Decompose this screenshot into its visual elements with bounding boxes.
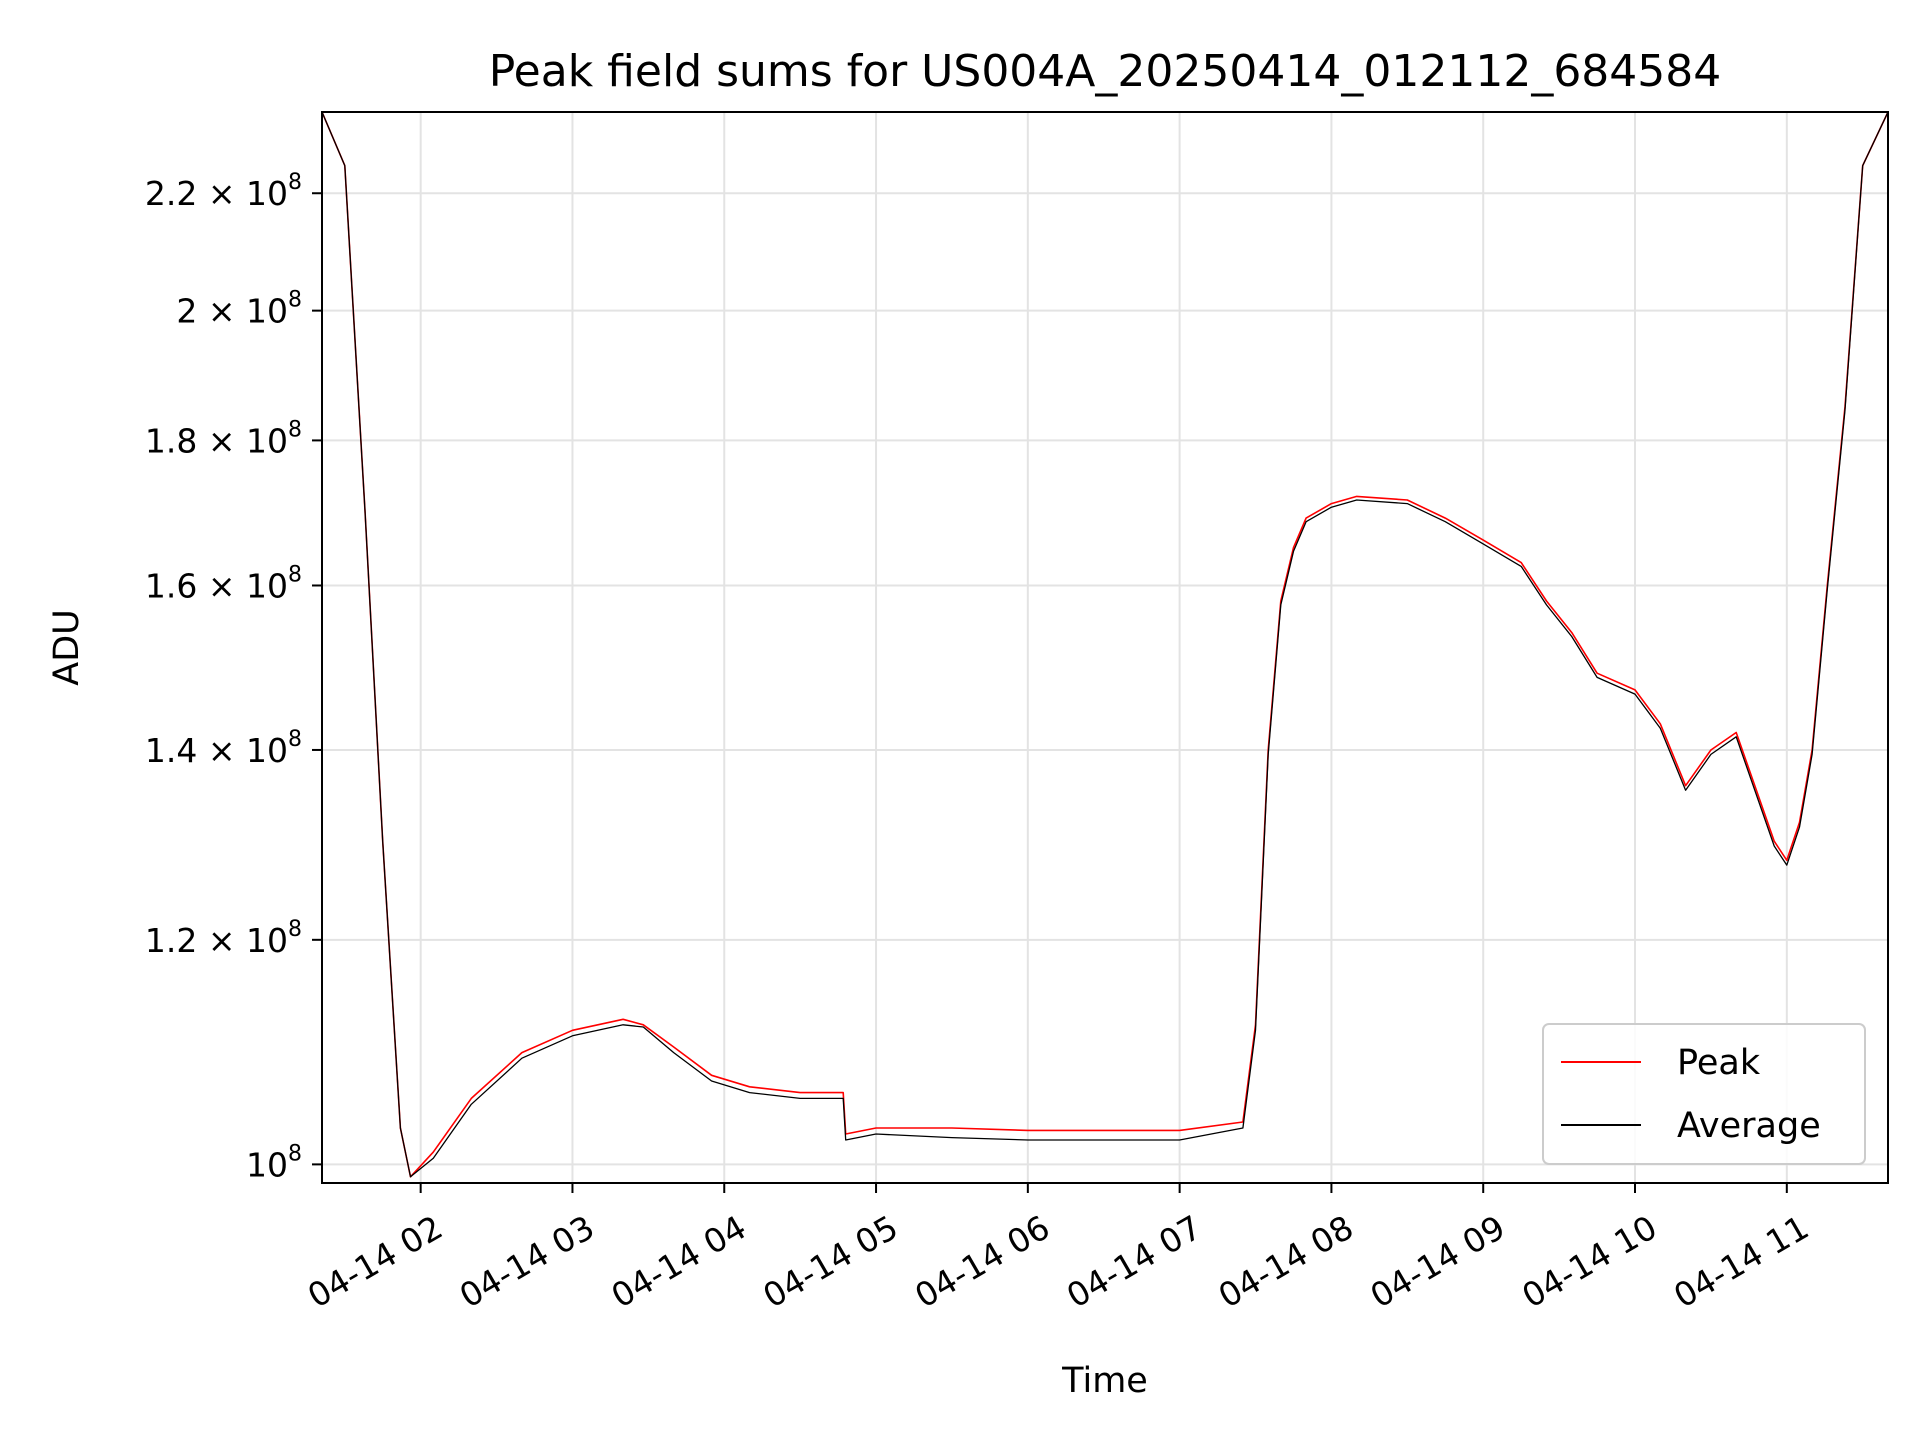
y-tick-exponent: 8 [288,562,302,587]
y-tick-mantissa: 1.8 × 10 [145,421,288,460]
y-tick-label: 1.6 × 108 [145,562,302,605]
y-tick-label: 2.2 × 108 [145,170,302,213]
y-tick-exponent: 8 [288,288,302,313]
y-tick-exponent: 8 [288,727,302,752]
y-tick-mantissa: 1.6 × 10 [145,566,288,605]
y-tick-mantissa: 1.4 × 10 [145,731,288,770]
legend-box [1542,1023,1866,1165]
y-tick-label: 1.4 × 108 [145,727,302,770]
y-tick-exponent: 8 [288,417,302,442]
plot-frame [321,111,1889,1184]
y-tick-mantissa: 2 × 10 [176,292,288,331]
y-tick-label: 2 × 108 [176,288,302,331]
y-tick-exponent: 8 [288,170,302,195]
legend-label-average: Average [1677,1106,1821,1146]
chart-title: Peak field sums for US004A_20250414_0121… [489,46,1722,97]
legend-label-peak: Peak [1677,1043,1761,1083]
y-axis-label: ADU [47,609,87,686]
y-tick-label: 1.2 × 108 [145,917,302,960]
y-tick-mantissa: 10 [246,1145,288,1184]
y-tick-mantissa: 2.2 × 10 [145,174,288,213]
series-line-average [322,112,1888,1178]
x-axis-label: Time [1061,1361,1148,1401]
legend: Peak Average [1542,1023,1866,1165]
series-lines [322,112,1888,1178]
y-tick-exponent: 8 [288,917,302,942]
y-tick-label: 108 [246,1141,302,1184]
y-tick-mantissa: 1.2 × 10 [145,921,288,960]
plot-area [322,112,1888,1178]
y-tick-exponent: 8 [288,1141,302,1166]
y-tick-label: 1.8 × 108 [145,417,302,460]
